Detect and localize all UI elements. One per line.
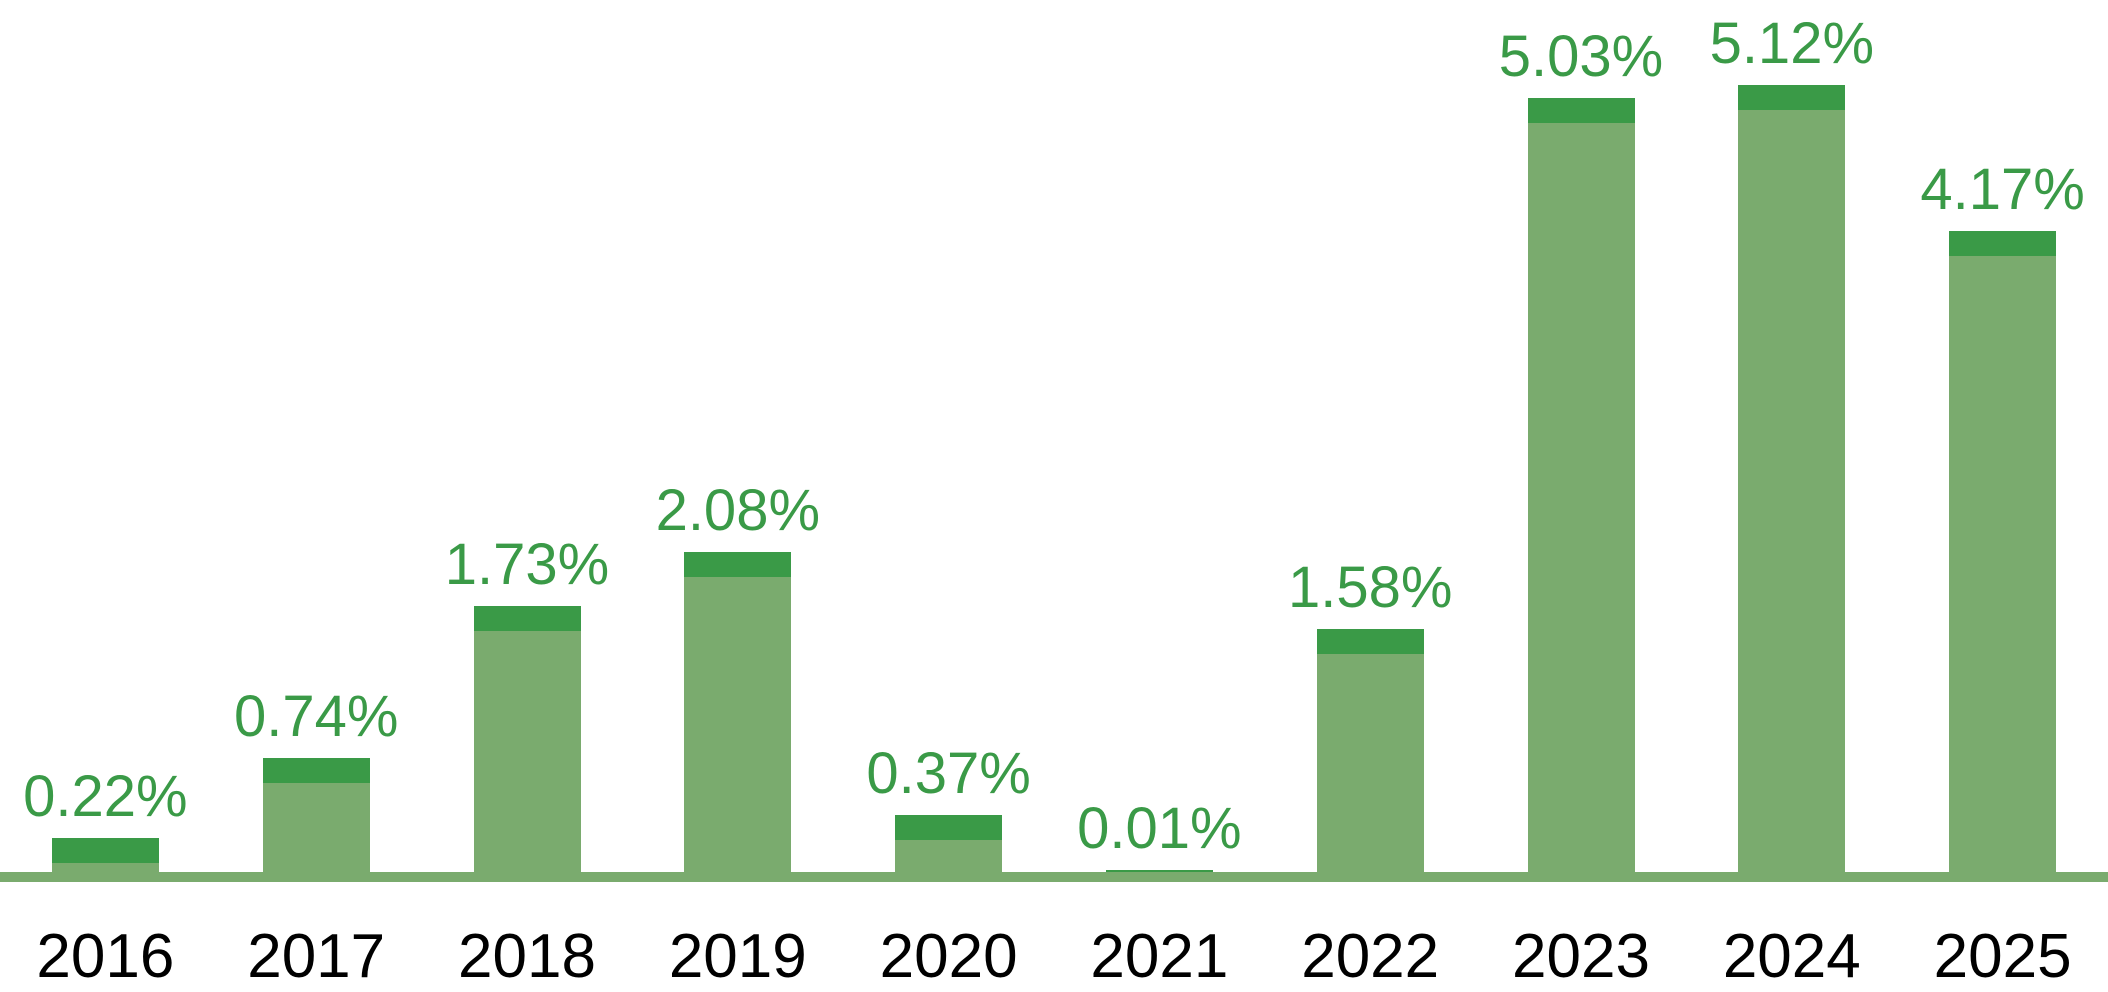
bar-cap-icon <box>1527 98 1635 124</box>
x-tick-label: 2022 <box>1301 922 1440 991</box>
bar-body <box>1738 109 1846 872</box>
bar-2023 <box>1527 98 1635 872</box>
bar-cap-icon <box>895 815 1003 841</box>
x-tick-label: 2016 <box>36 922 175 991</box>
value-label: 2.08% <box>655 478 821 544</box>
value-label: 0.22% <box>23 764 188 830</box>
bar-2017 <box>262 758 370 872</box>
x-tick-label: 2018 <box>458 922 596 991</box>
bar-cap-icon <box>684 552 792 578</box>
value-label: 5.03% <box>1498 24 1664 90</box>
value-label: 0.74% <box>233 684 399 750</box>
bar-2018 <box>473 605 581 872</box>
value-label: 0.37% <box>866 741 1031 807</box>
bar-body <box>895 840 1003 872</box>
bar-body <box>1316 654 1424 872</box>
x-tick-label: 2021 <box>1090 922 1229 991</box>
x-tick-label: 2019 <box>668 922 807 991</box>
bar-2016 <box>51 838 159 872</box>
x-tick-label: 2023 <box>1512 922 1650 991</box>
bar-2021 <box>1105 870 1213 872</box>
bar-cap-icon <box>473 605 581 631</box>
x-tick-label: 2020 <box>879 922 1018 991</box>
bar-cap-icon <box>51 838 159 864</box>
value-label: 5.12% <box>1709 10 1875 76</box>
bar-2019 <box>684 552 792 872</box>
bar-body <box>51 863 159 872</box>
bar-cap-icon <box>1949 230 2057 256</box>
value-label: 1.73% <box>444 531 610 597</box>
bar-2022 <box>1316 629 1424 872</box>
bar-body <box>1527 123 1635 872</box>
bar-body <box>262 783 370 872</box>
bar-2020 <box>895 815 1003 872</box>
bar-cap-icon <box>1738 84 1846 110</box>
bar-cap-icon <box>1105 870 1213 872</box>
bar-cap-icon <box>262 758 370 784</box>
value-label: 1.58% <box>1287 555 1453 621</box>
x-axis-line <box>0 872 2108 882</box>
x-tick-label: 2017 <box>247 922 386 991</box>
bar-body <box>1949 255 2057 872</box>
bar-cap-icon <box>1316 629 1424 654</box>
bar-body <box>473 630 581 872</box>
value-label: 4.17% <box>1920 156 2085 222</box>
value-label: 0.01% <box>1077 796 1242 862</box>
bar-body <box>684 577 792 872</box>
x-tick-label: 2024 <box>1722 922 1861 991</box>
x-tick-label: 2025 <box>1933 922 2072 991</box>
bar-2025 <box>1949 230 2057 872</box>
bar-2024 <box>1738 84 1846 872</box>
